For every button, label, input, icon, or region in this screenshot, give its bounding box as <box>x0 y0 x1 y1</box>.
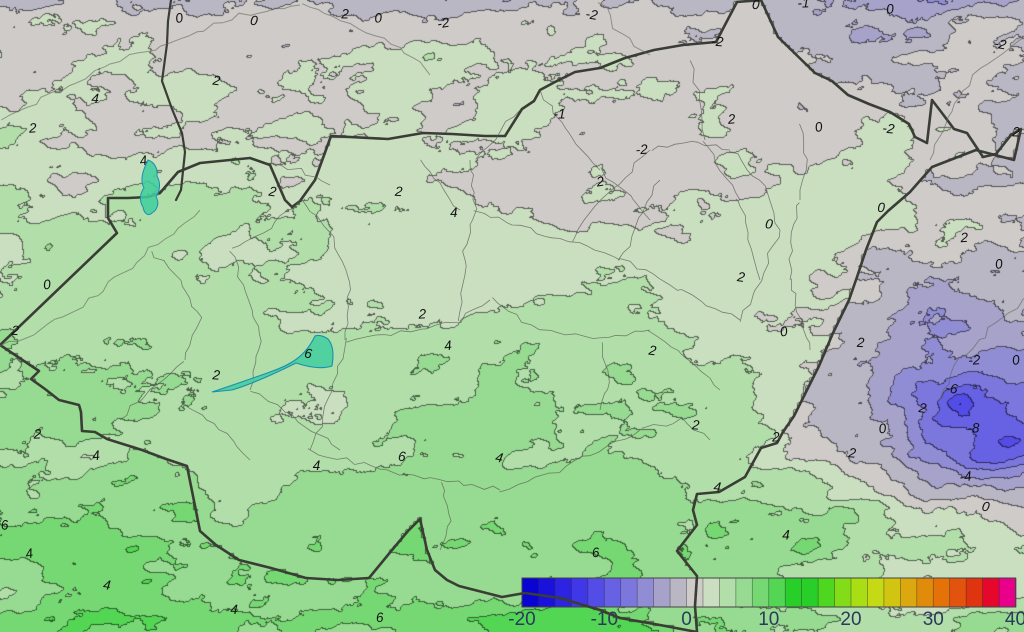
svg-text:20: 20 <box>840 609 861 630</box>
svg-text:-2: -2 <box>635 142 649 158</box>
svg-text:-6: -6 <box>945 380 959 397</box>
svg-text:2: 2 <box>691 417 701 432</box>
svg-text:2: 2 <box>340 6 349 21</box>
svg-text:-2: -2 <box>968 352 981 368</box>
svg-text:4: 4 <box>443 338 452 354</box>
svg-text:4: 4 <box>713 479 722 495</box>
svg-text:4: 4 <box>91 91 99 106</box>
svg-text:2: 2 <box>856 335 866 350</box>
svg-text:6: 6 <box>591 545 600 561</box>
svg-text:10: 10 <box>758 609 779 630</box>
svg-text:4: 4 <box>230 602 238 617</box>
svg-text:40: 40 <box>1005 609 1024 630</box>
svg-text:0: 0 <box>981 499 991 515</box>
svg-text:6: 6 <box>397 449 406 465</box>
svg-text:4: 4 <box>313 458 321 473</box>
svg-text:6: 6 <box>0 517 9 533</box>
svg-text:0: 0 <box>752 0 761 12</box>
svg-text:-2: -2 <box>585 6 600 23</box>
svg-text:-1: -1 <box>553 107 565 122</box>
svg-text:-1: -1 <box>797 0 809 11</box>
svg-text:2: 2 <box>726 111 736 127</box>
svg-text:-2: -2 <box>711 34 725 50</box>
svg-text:-8: -8 <box>967 420 980 435</box>
svg-text:0: 0 <box>994 256 1004 272</box>
svg-text:-2: -2 <box>436 15 451 32</box>
svg-text:0: 0 <box>814 119 824 135</box>
svg-text:2: 2 <box>267 183 278 199</box>
svg-text:4: 4 <box>450 205 458 220</box>
svg-text:0: 0 <box>174 10 184 26</box>
svg-text:-2: -2 <box>882 120 896 136</box>
svg-text:0: 0 <box>374 10 383 26</box>
svg-text:2: 2 <box>33 426 42 441</box>
svg-text:0: 0 <box>779 323 789 339</box>
svg-text:2: 2 <box>10 323 20 338</box>
svg-text:0: 0 <box>877 200 886 215</box>
svg-text:2: 2 <box>847 445 857 461</box>
svg-text:30: 30 <box>923 609 944 630</box>
svg-text:2: 2 <box>417 306 427 321</box>
svg-text:2: 2 <box>771 429 781 444</box>
svg-text:2: 2 <box>647 343 658 359</box>
svg-text:2: 2 <box>211 367 221 383</box>
svg-text:4: 4 <box>24 546 34 562</box>
svg-text:0: 0 <box>681 609 692 630</box>
svg-text:2: 2 <box>394 184 404 199</box>
svg-text:4: 4 <box>494 450 504 466</box>
svg-text:-2: -2 <box>993 36 1008 53</box>
svg-text:0: 0 <box>249 13 259 29</box>
svg-text:2: 2 <box>28 120 38 135</box>
svg-text:-20: -20 <box>508 609 535 630</box>
svg-text:4: 4 <box>782 528 790 543</box>
svg-text:0: 0 <box>764 216 774 232</box>
svg-text:4: 4 <box>92 448 101 464</box>
svg-text:6: 6 <box>375 610 384 626</box>
svg-text:2: 2 <box>594 173 605 189</box>
svg-text:2: 2 <box>917 400 928 416</box>
svg-text:0: 0 <box>42 277 52 293</box>
svg-text:2: 2 <box>959 230 969 245</box>
svg-text:4: 4 <box>139 153 149 169</box>
svg-text:4: 4 <box>102 577 111 593</box>
svg-text:2: 2 <box>211 73 222 89</box>
svg-text:2: 2 <box>1011 124 1020 139</box>
svg-text:0: 0 <box>1011 352 1021 368</box>
svg-text:-4: -4 <box>959 468 973 484</box>
svg-text:0: 0 <box>886 1 896 17</box>
svg-text:0: 0 <box>878 421 888 437</box>
svg-text:2: 2 <box>735 269 746 285</box>
